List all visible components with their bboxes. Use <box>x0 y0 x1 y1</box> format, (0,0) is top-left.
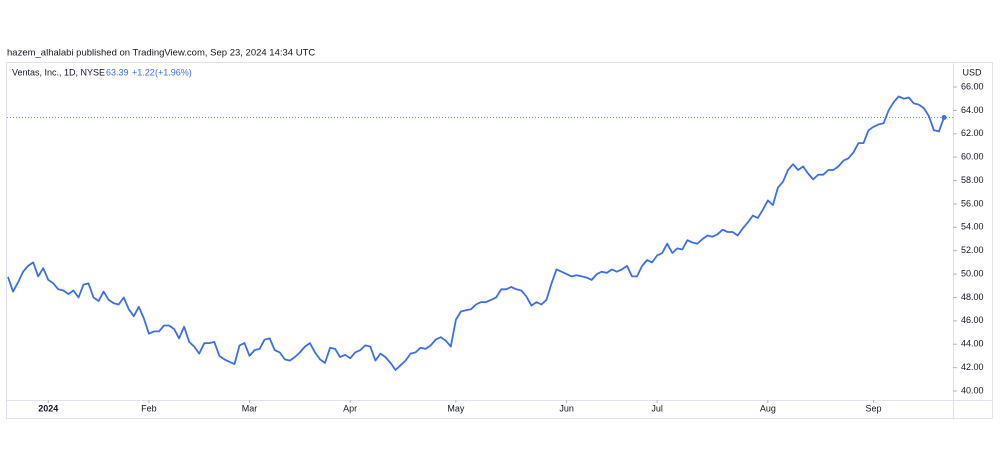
y-tick-label: 64.00 <box>961 105 984 115</box>
x-tick-label: Aug <box>760 403 776 413</box>
price-change: +1.22 <box>132 67 155 77</box>
publisher-note: hazem_alhalabi published on TradingView.… <box>7 48 315 59</box>
y-tick-label: 44.00 <box>961 339 984 349</box>
x-tick-label: Apr <box>343 403 357 413</box>
x-tick-label: Sep <box>866 403 882 413</box>
y-tick-label: 46.00 <box>961 315 984 325</box>
y-tick-label: 58.00 <box>961 175 984 185</box>
y-tick-label: 60.00 <box>961 152 984 162</box>
symbol-name: Ventas, Inc., 1D, NYSE <box>12 67 105 77</box>
y-tick-label: 54.00 <box>961 222 984 232</box>
x-tick-label: Feb <box>141 403 157 413</box>
x-tick-label: 2024 <box>38 403 58 413</box>
y-tick-label: 56.00 <box>961 198 984 208</box>
y-tick-label: 48.00 <box>961 292 984 302</box>
x-tick-label: Mar <box>242 403 258 413</box>
chart-frame <box>6 62 993 419</box>
price-change-percent: (+1.96%) <box>155 67 192 77</box>
x-tick-label: Jun <box>559 403 574 413</box>
y-tick-label: 52.00 <box>961 245 984 255</box>
y-tick-label: 66.00 <box>961 81 984 91</box>
x-tick-label: May <box>447 403 465 413</box>
last-price-dot <box>941 115 947 121</box>
price-line <box>7 95 945 371</box>
y-tick-label: 62.00 <box>961 128 984 138</box>
y-tick-label: 50.00 <box>961 268 984 278</box>
last-price: 63.39 <box>106 67 129 77</box>
currency: USD <box>962 67 982 77</box>
x-tick-label: Jul <box>651 403 663 413</box>
y-tick-label: 42.00 <box>961 362 984 372</box>
y-tick-label: 40.00 <box>961 385 984 395</box>
